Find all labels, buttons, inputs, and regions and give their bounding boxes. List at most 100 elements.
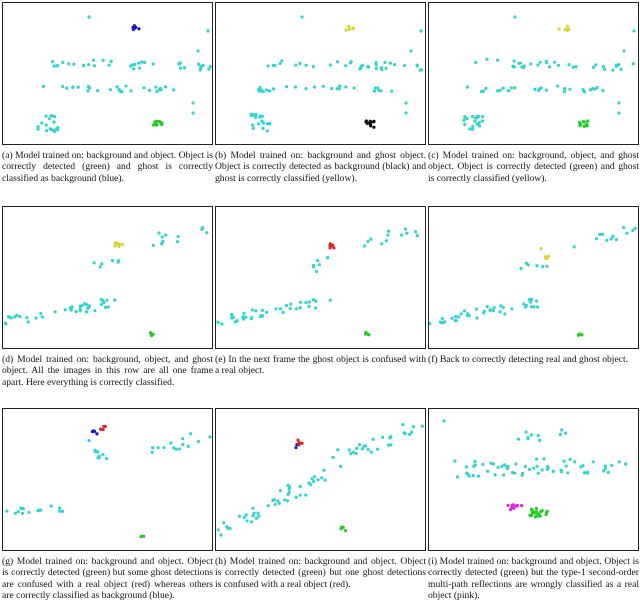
background-point: [362, 444, 366, 448]
background-point: [419, 68, 424, 72]
scatter-plot-h: [215, 408, 426, 551]
background-point: [559, 468, 563, 472]
background-point: [70, 305, 74, 309]
background-point: [207, 67, 211, 71]
background-point: [55, 64, 59, 68]
background-point: [563, 431, 568, 435]
background-point: [312, 85, 317, 89]
background-point: [529, 300, 533, 304]
background-point: [282, 498, 287, 502]
background-point: [249, 520, 254, 524]
background-point: [477, 124, 482, 128]
caption-h: (h) Model trained on: background and obj…: [215, 556, 426, 590]
background-point: [313, 306, 318, 310]
background-point: [352, 86, 356, 90]
background-point: [287, 485, 292, 489]
background-point: [357, 443, 362, 447]
background-point: [156, 446, 160, 450]
multipath-point: [512, 506, 516, 510]
background-point: [109, 59, 113, 63]
background-point: [624, 462, 628, 466]
background-point: [540, 468, 544, 472]
object-point: [582, 120, 586, 124]
background-point: [44, 129, 49, 133]
background-point: [78, 304, 83, 308]
background-point: [480, 119, 485, 123]
multipath-point: [506, 503, 510, 507]
background-point: [216, 320, 220, 324]
multipath-point: [510, 503, 514, 507]
background-point: [366, 239, 370, 244]
background-point: [39, 508, 43, 512]
object-point: [580, 333, 584, 337]
background-point: [311, 298, 316, 302]
background-point: [86, 89, 90, 93]
background-point: [293, 85, 298, 89]
background-point: [374, 66, 378, 71]
background-point: [488, 308, 492, 312]
background-point: [502, 463, 507, 467]
background-point: [595, 85, 599, 90]
background-point: [491, 309, 495, 313]
background-point: [9, 316, 13, 320]
background-point: [154, 85, 158, 89]
background-point: [536, 471, 540, 475]
background-point: [44, 114, 48, 118]
background-point: [220, 322, 224, 326]
background-point: [633, 226, 637, 230]
background-point: [415, 64, 419, 68]
background-point: [284, 303, 289, 308]
background-point: [553, 60, 557, 64]
background-point: [311, 65, 315, 69]
background-point: [129, 89, 133, 93]
background-point: [535, 264, 539, 268]
background-point: [117, 88, 121, 92]
background-point: [72, 62, 76, 66]
background-point: [253, 115, 258, 119]
background-point: [568, 87, 572, 91]
background-point: [93, 309, 97, 313]
background-point: [485, 304, 489, 309]
background-point: [371, 437, 375, 441]
background-point: [384, 239, 388, 243]
ghost-point: [95, 432, 99, 436]
background-point: [466, 473, 470, 477]
background-point: [155, 89, 159, 94]
background-point: [162, 445, 166, 450]
object-point: [142, 534, 146, 538]
multipath-point: [520, 503, 524, 508]
background-point: [631, 228, 635, 233]
background-point: [496, 465, 500, 469]
background-point: [52, 120, 56, 124]
background-point: [509, 86, 513, 90]
ghost-point: [113, 244, 117, 248]
ghost-point: [101, 427, 105, 432]
background-point: [536, 434, 540, 438]
background-point: [264, 88, 269, 92]
background-point: [44, 123, 48, 127]
object-point: [367, 121, 371, 125]
background-point: [67, 62, 71, 66]
background-point: [228, 526, 232, 531]
caption-b: (b) Model trained on: background and gho…: [215, 150, 426, 184]
background-point: [266, 504, 270, 508]
background-point: [366, 447, 370, 452]
ghost-point: [300, 441, 304, 445]
background-point: [542, 457, 546, 461]
background-point: [470, 114, 475, 119]
background-point: [617, 111, 621, 115]
background-point: [450, 316, 454, 320]
background-point: [39, 311, 43, 316]
object-point: [157, 119, 162, 124]
background-point: [562, 90, 567, 94]
background-point: [250, 308, 254, 312]
background-point: [486, 469, 490, 473]
ghost-point: [351, 27, 355, 31]
background-point: [593, 87, 597, 91]
background-point: [230, 316, 234, 320]
background-point: [27, 510, 31, 515]
background-point: [516, 437, 521, 441]
background-point: [40, 315, 44, 319]
background-point: [252, 511, 256, 515]
background-point: [369, 237, 373, 241]
